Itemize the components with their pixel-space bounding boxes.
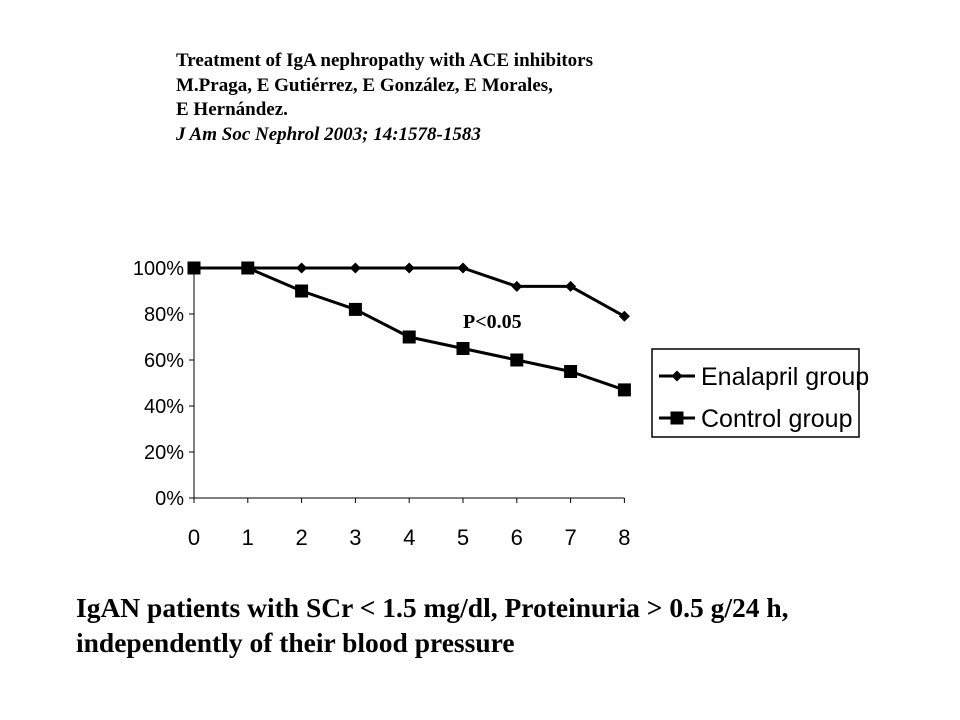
- p-value-annotation: P<0.05: [463, 311, 522, 333]
- control-group-point: [295, 284, 309, 298]
- x-tick-label: 4: [403, 525, 415, 550]
- x-tick-label: 0: [188, 525, 200, 550]
- chart-axes: [193, 264, 625, 499]
- chart-legend: Enalapril group Control group: [651, 348, 869, 438]
- enalapril-group-point: [618, 310, 630, 322]
- y-tick-label: 80%: [144, 304, 184, 326]
- enalapril-group-point: [296, 262, 308, 274]
- y-axis-ticks: 0% 20% 40% 60% 80% 100%: [133, 258, 194, 510]
- authors-line-2: E Hernández.: [176, 99, 288, 120]
- enalapril-group-point: [188, 262, 200, 274]
- y-tick-label: 20%: [144, 442, 184, 464]
- enalapril-group-point: [511, 280, 523, 292]
- legend-frame: [651, 348, 860, 438]
- journal-reference: J Am Soc Nephrol 2003; 14:1578-1583: [176, 123, 481, 145]
- caption-line-1: IgAN patients with SCr < 1.5 mg/dl, Prot…: [76, 592, 789, 623]
- y-tick-label: 60%: [144, 350, 184, 372]
- enalapril-group-legend-label: Enalapril group: [701, 363, 869, 391]
- x-axis-ticks: 0 1 2 3 4 5 6 7 8: [188, 498, 631, 550]
- control-group-point: [456, 342, 470, 355]
- enalapril-group-point: [457, 262, 469, 274]
- caption-line-2: independently of their blood pressure: [76, 627, 515, 658]
- x-tick-label: 5: [457, 525, 469, 550]
- enalapril-group-legend-marker: [671, 370, 683, 382]
- series-markers: [187, 261, 631, 397]
- x-tick-label: 8: [618, 525, 630, 550]
- x-tick-label: 2: [295, 525, 307, 550]
- control-group-legend-marker: [670, 411, 684, 425]
- study-title: Treatment of IgA nephropathy with ACE in…: [176, 50, 593, 71]
- authors-line-1: M.Praga, E Gutiérrez, E González, E Mora…: [176, 74, 553, 96]
- control-group-point: [617, 383, 631, 397]
- x-tick-label: 7: [564, 525, 576, 550]
- control-group-point: [564, 365, 578, 378]
- y-tick-label: 0%: [155, 488, 184, 510]
- y-tick-label: 100%: [133, 258, 184, 280]
- x-tick-label: 6: [511, 525, 523, 550]
- enalapril-group-point: [242, 262, 254, 274]
- control-group-point: [402, 330, 416, 344]
- caption: IgAN patients with SCr < 1.5 mg/dl, Prot…: [76, 590, 789, 660]
- enalapril-group-point: [403, 262, 415, 274]
- control-group-legend-label: Control group: [701, 405, 852, 433]
- y-tick-label: 40%: [144, 396, 184, 418]
- series-lines: [194, 266, 626, 392]
- enalapril-group-point: [349, 262, 361, 274]
- control-group-point: [510, 353, 524, 367]
- control-group-point: [348, 302, 362, 316]
- x-tick-label: 1: [242, 525, 254, 550]
- enalapril-group-point: [565, 280, 577, 292]
- enalapril-group-line: [194, 266, 626, 318]
- x-tick-label: 3: [349, 525, 361, 550]
- citation-block: Treatment of IgA nephropathy with ACE in…: [176, 49, 593, 147]
